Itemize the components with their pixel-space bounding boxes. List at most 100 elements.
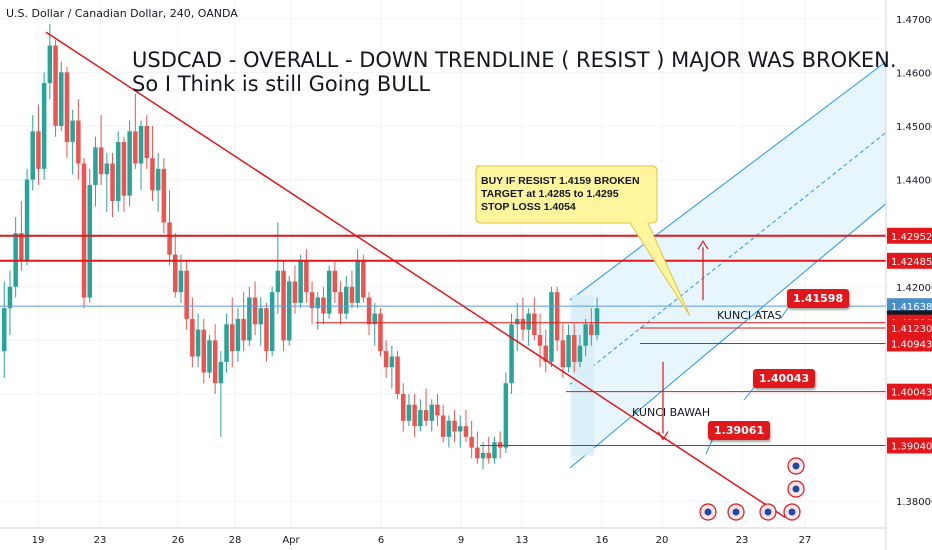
channel-fill (570, 61, 886, 468)
candle-body (526, 313, 531, 330)
candle-body (321, 297, 326, 314)
price-tag (887, 320, 932, 337)
candle-body (440, 415, 446, 437)
candle-body (583, 324, 588, 346)
price-tag (887, 252, 932, 269)
candle-body (412, 404, 417, 427)
candle-body (537, 335, 543, 346)
x-tick-label: 13 (516, 535, 529, 546)
candle-body (150, 158, 155, 191)
price-tag (887, 335, 932, 352)
candle-body (406, 404, 412, 421)
candle-body (309, 292, 315, 309)
candle-body (275, 270, 281, 293)
candle-body (383, 351, 389, 368)
economic-event-flag-icon (704, 508, 712, 516)
price-tag-label: 1.42952 (891, 232, 932, 243)
x-tick-label: 6 (378, 535, 384, 546)
candle-body (93, 147, 98, 185)
level-box-upper[interactable]: 1.41598 (787, 289, 850, 308)
x-tick-label: 9 (458, 535, 464, 546)
price-tag (887, 383, 932, 400)
candle-body (463, 426, 469, 437)
candle-body (520, 318, 526, 330)
candle-body (594, 308, 600, 336)
candle-body (475, 447, 480, 459)
candle-body (349, 286, 355, 303)
economic-event-flag-icon (792, 485, 800, 493)
candle-body (435, 404, 440, 416)
candle-body (76, 120, 81, 164)
candle-body (332, 270, 338, 293)
candle-body (401, 393, 406, 421)
headline: USDCAD - OVERALL - DOWN TRENDLINE ( RESI… (132, 48, 897, 96)
callout-line-3: STOP LOSS 1.4054 (481, 201, 576, 213)
candle-body (298, 259, 303, 303)
candle-body (452, 420, 457, 432)
symbol-title: U.S. Dollar / Canadian Dollar, 240, OAND… (6, 7, 238, 20)
candle-body (378, 313, 383, 352)
candle-body (287, 281, 292, 341)
candle-body (116, 142, 121, 202)
candle-body (161, 168, 167, 223)
candle-body (503, 383, 509, 448)
candle-body (19, 233, 24, 260)
candle-body (24, 179, 30, 260)
headline-line-2: So I Think is still Going BULL (132, 72, 431, 96)
candle-body (127, 131, 132, 196)
candle-body (241, 318, 246, 341)
candle-body (201, 329, 206, 373)
x-tick-label: 19 (32, 535, 45, 546)
callout-line-2: TARGET at 1.4285 to 1.4295 (481, 188, 619, 200)
level-box-middle[interactable]: 1.40043 (753, 369, 816, 388)
x-tick-label: 20 (656, 535, 669, 546)
candle-body (30, 131, 35, 180)
price-tag-label: 1.42485 (891, 257, 932, 268)
candle-body (264, 308, 269, 352)
candle-body (41, 83, 47, 169)
candle-body (173, 254, 178, 293)
x-tick-label: Apr (282, 535, 300, 546)
economic-event-flag-icon (788, 508, 796, 516)
candle-body (395, 356, 400, 394)
y-tick-label: 1.47000 (896, 15, 932, 26)
channel-median-line (569, 132, 887, 385)
price-tag-label: 1.40943 (891, 339, 932, 350)
candle-body (418, 410, 423, 427)
candle-body (212, 340, 218, 384)
candle-body (81, 163, 87, 298)
candle-body (190, 318, 195, 357)
candle-body (366, 297, 372, 325)
candle-body (560, 340, 566, 368)
x-tick-label: 16 (596, 535, 609, 546)
y-tick-label: 1.42000 (896, 283, 932, 294)
candle-body (486, 452, 491, 459)
candle-body (497, 442, 503, 448)
candle-body (480, 452, 486, 459)
candle-body (59, 72, 64, 126)
candle-body (138, 125, 144, 164)
candle-body (110, 163, 115, 202)
candle-body (258, 308, 263, 325)
level-box-lower[interactable]: 1.39061 (708, 421, 771, 440)
candle-body (566, 335, 571, 368)
headline-line-1: USDCAD - OVERALL - DOWN TRENDLINE ( RESI… (132, 48, 897, 72)
candle-body (133, 131, 138, 164)
price-tag (887, 437, 932, 454)
stop-arrowhead (657, 431, 669, 441)
candle-body (355, 259, 360, 303)
candle-body (338, 292, 343, 314)
y-tick-label: 1.45000 (896, 122, 932, 133)
candle-body (269, 292, 275, 352)
candle-body (315, 297, 320, 309)
candle-body (2, 308, 7, 352)
candle-body (224, 324, 229, 362)
y-tick-label: 1.44000 (896, 176, 932, 187)
y-tick-label: 1.46000 (896, 68, 932, 79)
price-axis-background (886, 0, 932, 550)
candle-body (104, 163, 110, 175)
candle-body (218, 361, 224, 384)
economic-event-flag-icon (792, 462, 800, 470)
